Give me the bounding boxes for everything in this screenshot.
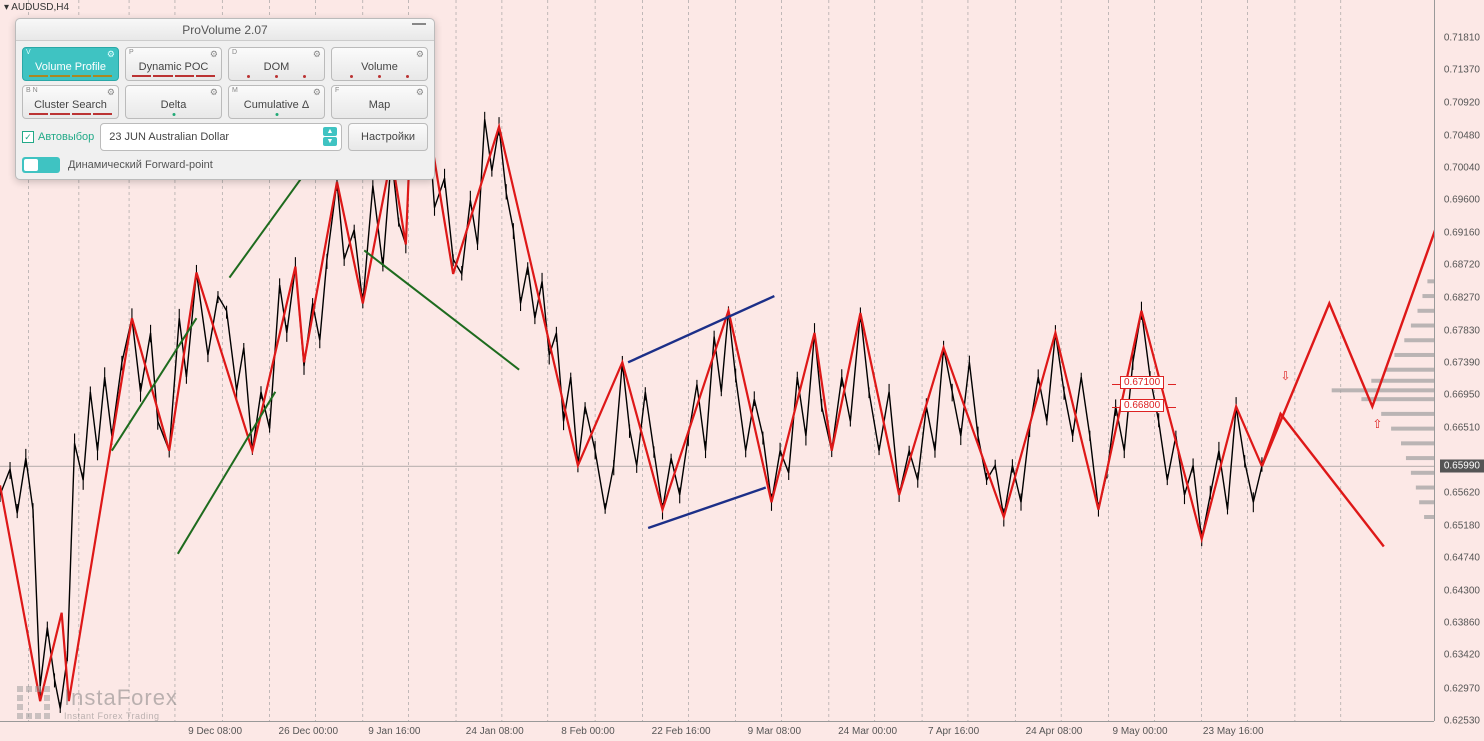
y-tick: 0.71370	[1444, 64, 1480, 75]
y-tick: 0.63420	[1444, 650, 1480, 661]
panel-btn-dynamic-poc[interactable]: P⚙Dynamic POC	[125, 47, 222, 81]
y-tick: 0.68270	[1444, 293, 1480, 304]
y-tick: 0.66950	[1444, 390, 1480, 401]
y-tick: 0.70040	[1444, 162, 1480, 173]
watermark: InstaForex Instant Forex Trading	[14, 683, 178, 723]
y-tick: 0.62970	[1444, 683, 1480, 694]
y-axis: 0.71810 0.71370 0.70920 0.70480 0.70040 0.696…	[1434, 0, 1484, 721]
panel-btn-delta[interactable]: ⚙Delta	[125, 85, 222, 119]
y-tick: 0.65620	[1444, 488, 1480, 499]
x-tick: 9 May 00:00	[1112, 726, 1167, 737]
autoselect-label: Автовыбор	[38, 131, 94, 143]
y-tick: 0.65180	[1444, 520, 1480, 531]
x-axis: 9 Dec 08:00 26 Dec 00:00 9 Jan 16:00 24 Jan…	[0, 721, 1434, 741]
panel-btn-volume[interactable]: ⚙Volume	[331, 47, 428, 81]
x-tick: 9 Mar 08:00	[748, 726, 801, 737]
symbol-label: ▾ AUDUSD,H4	[4, 2, 69, 13]
provolume-panel: ProVolume 2.07 V⚙Volume ProfileP⚙Dynamic…	[15, 18, 435, 180]
forecast-arrow-down-icon: ⇩	[1281, 369, 1291, 383]
x-tick: 23 May 16:00	[1203, 726, 1264, 737]
y-tick: 0.69160	[1444, 227, 1480, 238]
current-price-label: 0.65990	[1440, 460, 1484, 473]
panel-title[interactable]: ProVolume 2.07	[16, 19, 434, 41]
settings-button[interactable]: Настройки	[348, 123, 428, 151]
x-tick: 24 Mar 00:00	[838, 726, 897, 737]
y-tick: 0.70480	[1444, 130, 1480, 141]
autoselect-checkbox[interactable]: ✓ Автовыбор	[22, 131, 94, 143]
y-tick: 0.68720	[1444, 260, 1480, 271]
watermark-tagline: Instant Forex Trading	[64, 711, 178, 721]
y-tick: 0.69600	[1444, 195, 1480, 206]
y-tick: 0.67830	[1444, 325, 1480, 336]
panel-row-2: B N⚙Cluster Search⚙DeltaM⚙Cumulative ΔF⚙…	[22, 85, 428, 119]
forward-point-toggle[interactable]	[22, 157, 60, 173]
instaforex-logo-icon	[14, 683, 54, 723]
y-tick: 0.63860	[1444, 618, 1480, 629]
x-tick: 9 Jan 16:00	[368, 726, 420, 737]
x-tick: 8 Feb 00:00	[561, 726, 614, 737]
y-tick: 0.64740	[1444, 553, 1480, 564]
y-tick: 0.66510	[1444, 422, 1480, 433]
panel-btn-cluster-search[interactable]: B N⚙Cluster Search	[22, 85, 119, 119]
panel-btn-cumulative-[interactable]: M⚙Cumulative Δ	[228, 85, 325, 119]
panel-btn-map[interactable]: F⚙Map	[331, 85, 428, 119]
x-tick: 9 Dec 08:00	[188, 726, 242, 737]
y-tick: 0.70920	[1444, 98, 1480, 109]
price-level: 0.66800	[1120, 399, 1164, 412]
spinner-icon[interactable]: ▲▼	[323, 127, 337, 146]
x-tick: 24 Apr 08:00	[1026, 726, 1083, 737]
y-tick: 0.62530	[1444, 716, 1480, 727]
toggle-label: Динамический Forward-point	[68, 159, 213, 171]
panel-btn-volume-profile[interactable]: V⚙Volume Profile	[22, 47, 119, 81]
x-tick: 24 Jan 08:00	[466, 726, 524, 737]
panel-btn-dom[interactable]: D⚙DOM	[228, 47, 325, 81]
y-tick: 0.67390	[1444, 358, 1480, 369]
y-tick: 0.64300	[1444, 585, 1480, 596]
instrument-value: 23 JUN Australian Dollar	[109, 131, 229, 143]
panel-title-text: ProVolume 2.07	[182, 23, 267, 37]
checkmark-icon: ✓	[22, 131, 34, 143]
x-tick: 26 Dec 00:00	[279, 726, 339, 737]
forecast-arrow-up-icon: ⇧	[1372, 417, 1382, 431]
price-level: 0.67100	[1120, 376, 1164, 389]
watermark-brand: InstaForex	[64, 685, 178, 711]
x-tick: 22 Feb 16:00	[652, 726, 711, 737]
instrument-select[interactable]: 23 JUN Australian Dollar ▲▼	[100, 123, 342, 151]
x-tick: 7 Apr 16:00	[928, 726, 979, 737]
panel-row-1: V⚙Volume ProfileP⚙Dynamic POCD⚙DOM⚙Volum…	[22, 47, 428, 81]
minimize-icon[interactable]	[412, 23, 426, 25]
y-tick: 0.71810	[1444, 32, 1480, 43]
